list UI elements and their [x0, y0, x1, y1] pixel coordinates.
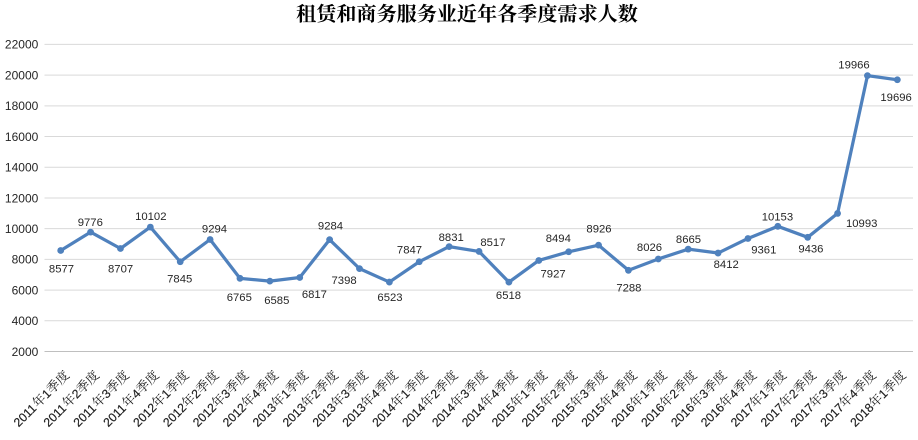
svg-text:8926: 8926 — [586, 223, 611, 235]
svg-text:12000: 12000 — [5, 191, 39, 205]
svg-text:7288: 7288 — [616, 283, 641, 295]
svg-text:4000: 4000 — [12, 314, 39, 328]
svg-text:6000: 6000 — [12, 283, 39, 297]
svg-text:19966: 19966 — [838, 60, 869, 72]
svg-text:10102: 10102 — [135, 211, 166, 223]
svg-text:20000: 20000 — [5, 68, 39, 82]
svg-text:6585: 6585 — [264, 295, 289, 307]
svg-text:10993: 10993 — [846, 218, 877, 230]
svg-text:14000: 14000 — [5, 161, 39, 175]
svg-text:2000: 2000 — [12, 345, 39, 359]
svg-text:10000: 10000 — [5, 222, 39, 236]
svg-text:8707: 8707 — [108, 264, 133, 276]
svg-text:18000: 18000 — [5, 99, 39, 113]
svg-text:8000: 8000 — [12, 253, 39, 267]
svg-text:8412: 8412 — [714, 259, 739, 271]
svg-text:8831: 8831 — [439, 232, 464, 244]
svg-text:8026: 8026 — [637, 242, 662, 254]
svg-text:8577: 8577 — [49, 264, 74, 276]
svg-text:6518: 6518 — [496, 290, 521, 302]
svg-text:9361: 9361 — [751, 244, 776, 256]
svg-text:8494: 8494 — [546, 233, 571, 245]
svg-text:9436: 9436 — [798, 244, 823, 256]
svg-text:19696: 19696 — [880, 92, 911, 104]
svg-text:9776: 9776 — [78, 217, 103, 229]
svg-text:6765: 6765 — [227, 292, 252, 304]
svg-text:7847: 7847 — [397, 244, 422, 256]
svg-text:7845: 7845 — [167, 274, 192, 286]
svg-text:8517: 8517 — [480, 237, 505, 249]
svg-text:10153: 10153 — [762, 212, 793, 224]
svg-text:9294: 9294 — [202, 224, 227, 236]
svg-text:8665: 8665 — [676, 234, 701, 246]
svg-text:7398: 7398 — [332, 275, 357, 287]
svg-text:22000: 22000 — [5, 38, 39, 52]
svg-text:6523: 6523 — [377, 292, 402, 304]
svg-text:16000: 16000 — [5, 130, 39, 144]
svg-text:6817: 6817 — [302, 289, 327, 301]
svg-text:7927: 7927 — [541, 268, 566, 280]
svg-text:9284: 9284 — [318, 220, 343, 232]
